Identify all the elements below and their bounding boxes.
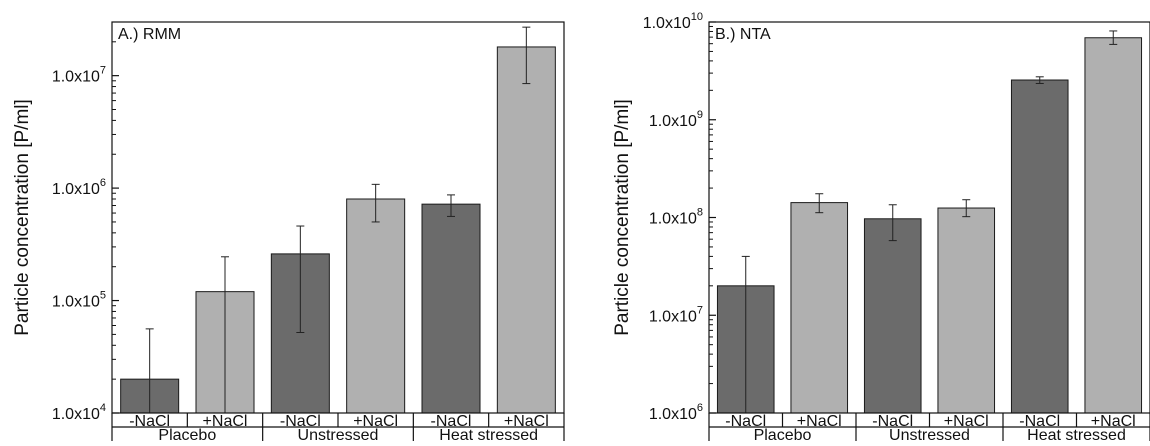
category-label: +NaCl: [944, 413, 989, 430]
y-tick-mantissa: 1.0x10: [52, 406, 100, 423]
bar: [496, 46, 556, 414]
bar: [863, 218, 922, 414]
y-tick-exponent: 6: [100, 177, 106, 189]
bar: [790, 202, 849, 414]
y-tick-label: 1.0x109: [649, 109, 703, 130]
group-label: Unstressed: [298, 427, 379, 441]
y-tick-exponent: 7: [697, 304, 703, 316]
y-tick-label: 1.0x106: [649, 402, 703, 423]
y-tick-mantissa: 1.0x10: [52, 294, 100, 311]
category-label: -NaCl: [1019, 413, 1060, 430]
y-tick-exponent: 7: [100, 65, 106, 77]
panel-b: 1.0x1061.0x1071.0x1081.0x1091.0x1010-NaC…: [612, 11, 1150, 444]
plot-frame: [111, 21, 565, 414]
category-label: -NaCl: [725, 413, 766, 430]
bar: [1010, 79, 1069, 414]
bar: [346, 198, 406, 414]
category-label: +NaCl: [353, 413, 398, 430]
category-label: -NaCl: [280, 413, 321, 430]
y-tick-mantissa: 1.0x10: [649, 211, 697, 228]
group-label: Placebo: [754, 427, 812, 441]
y-tick-mantissa: 1.0x10: [649, 308, 697, 325]
bar: [421, 203, 481, 414]
y-tick-label: 1.0x108: [649, 207, 703, 228]
y-tick-mantissa: 1.0x10: [52, 181, 100, 198]
y-tick-mantissa: 1.0x10: [649, 113, 697, 130]
bar: [1084, 37, 1143, 414]
group-label: Unstressed: [889, 427, 970, 441]
category-label: -NaCl: [431, 413, 472, 430]
y-tick-exponent: 9: [697, 109, 703, 121]
group-label: Heat stressed: [439, 427, 538, 441]
y-tick-exponent: 4: [100, 402, 106, 414]
y-axis-label: Particle concentration [P/ml]: [612, 99, 633, 336]
panel-title: A.) RMM: [118, 26, 181, 43]
category-label: +NaCl: [797, 413, 842, 430]
category-label: -NaCl: [872, 413, 913, 430]
y-tick-label: 1.0x1010: [643, 11, 703, 32]
group-label: Heat stressed: [1027, 427, 1126, 441]
y-tick-label: 1.0x104: [52, 402, 106, 423]
y-tick-exponent: 10: [691, 11, 703, 23]
y-tick-exponent: 5: [100, 290, 106, 302]
y-tick-exponent: 6: [697, 402, 703, 414]
category-label: +NaCl: [1091, 413, 1136, 430]
bar: [937, 207, 996, 414]
y-tick-mantissa: 1.0x10: [52, 69, 100, 86]
y-tick-label: 1.0x107: [649, 304, 703, 325]
y-tick-label: 1.0x107: [52, 65, 106, 86]
y-tick-mantissa: 1.0x10: [649, 406, 697, 423]
y-axis-label: Particle concentration [P/ml]: [12, 99, 33, 336]
y-tick-label: 1.0x105: [52, 290, 106, 311]
y-tick-label: 1.0x106: [52, 177, 106, 198]
y-tick-exponent: 8: [697, 207, 703, 219]
y-tick-mantissa: 1.0x10: [643, 15, 691, 32]
plot-frame: [708, 21, 1150, 414]
category-label: +NaCl: [504, 413, 549, 430]
category-label: -NaCl: [129, 413, 170, 430]
category-label: +NaCl: [203, 413, 248, 430]
group-label: Placebo: [158, 427, 216, 441]
panel-title: B.) NTA: [715, 26, 771, 43]
